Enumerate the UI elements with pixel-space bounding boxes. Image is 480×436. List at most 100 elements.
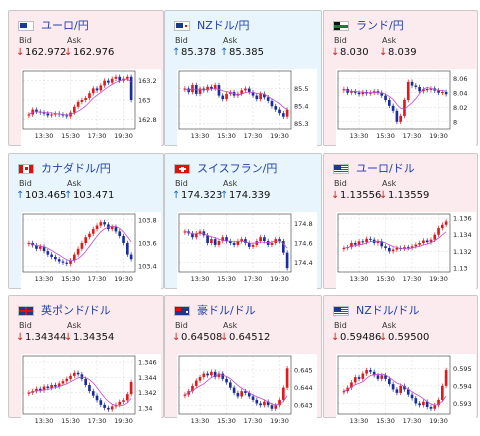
candle: [84, 95, 88, 103]
candle: [422, 399, 425, 408]
candle-body: [54, 113, 57, 115]
x-tick-label: 15:30: [376, 132, 395, 140]
candle-body: [217, 373, 221, 378]
candle: [395, 245, 399, 252]
x-tick-label: 19:30: [114, 275, 133, 283]
candle: [61, 259, 65, 266]
rate-card[interactable]: 英ポンド/ドル Bid Ask ↓1.34344 ↓1.34354 1.346 1.344 1…: [8, 295, 164, 436]
pair-title[interactable]: 豪ドル/ドル: [197, 304, 256, 317]
price-chart[interactable]: 0.595 0.594 0.593 13:30 15:30 17:30 19:30: [336, 354, 476, 436]
candle: [403, 244, 406, 252]
rate-card[interactable]: NZドル/ドル Bid Ask ↓0.59486 ↓0.59500 0.595 0.594 0…: [323, 295, 478, 436]
x-tick-label: 13:30: [350, 417, 369, 425]
candle: [418, 401, 421, 408]
candle-body: [35, 388, 38, 392]
price-chart[interactable]: 85.5 85.4 85.3 13:30 15:30 17:30 19:30: [177, 69, 317, 151]
candle-body: [361, 241, 365, 243]
candle-body: [274, 106, 278, 110]
chart-bg: [336, 69, 476, 151]
candle: [57, 256, 61, 264]
pair-title[interactable]: ユーロ/円: [41, 19, 89, 32]
candle-body: [403, 385, 406, 390]
rate-card[interactable]: スイスフラン/円 Bid Ask ↑174.323 ↑174.339 174.8 174.6…: [164, 153, 322, 294]
candle: [107, 222, 110, 232]
y-tick-label: 174.6: [294, 240, 313, 248]
candle: [357, 90, 361, 97]
pair-title[interactable]: ユーロ/ドル: [356, 162, 415, 175]
ask-label: Ask: [382, 321, 397, 330]
price-chart[interactable]: 0.645 0.644 0.643 13:30 15:30 17:30 19:30: [177, 354, 317, 436]
candle: [225, 234, 228, 244]
candle-body: [357, 92, 361, 95]
candle-body: [440, 224, 444, 229]
pair-title[interactable]: カナダドル/円: [41, 162, 111, 175]
candle: [103, 402, 106, 411]
chart-bg: [177, 69, 317, 151]
candle-body: [221, 373, 225, 379]
pair-title[interactable]: NZドル/円: [197, 19, 250, 32]
price-chart[interactable]: 1.346 1.344 1.342 1.34 13:30 15:30 17:30 19:30: [21, 354, 161, 436]
candle-body: [353, 377, 357, 383]
candle-body: [221, 95, 225, 100]
candle-body: [95, 88, 99, 91]
pair-title[interactable]: スイスフラン/円: [197, 162, 278, 175]
candle: [391, 103, 395, 114]
candle-body: [399, 385, 403, 393]
arrow-up-icon: ↑: [172, 47, 181, 58]
ask-label: Ask: [382, 36, 397, 45]
candle-body: [244, 239, 247, 243]
rate-card[interactable]: ユーロ/ドル Bid Ask ↓1.13556 ↓1.13559 1.136 1.134 1.…: [323, 153, 478, 294]
candle-body: [380, 375, 384, 379]
candle-body: [278, 239, 281, 242]
ask-price: ↓1.13559: [379, 190, 429, 201]
bid-price: ↓162.972: [16, 47, 66, 58]
rate-card[interactable]: カナダドル/円 Bid Ask ↑103.465 ↑103.471 103.8 103.6 1…: [8, 153, 164, 294]
bid-label: Bid: [334, 36, 347, 45]
arrow-down-icon: ↓: [16, 47, 25, 58]
candle: [422, 238, 425, 246]
candle: [125, 240, 129, 257]
price-chart[interactable]: 103.8 103.6 103.4 13:30 15:30 17:30 19:30: [21, 212, 161, 294]
candle: [274, 103, 278, 112]
au-flag-icon: [174, 306, 190, 316]
candle: [27, 390, 31, 397]
bid-price-value: 103.465: [25, 190, 67, 201]
y-tick-label: 1.344: [138, 374, 157, 382]
candle-body: [114, 226, 118, 232]
candle-body: [278, 109, 281, 114]
candle: [191, 383, 194, 394]
pair-title[interactable]: 英ポンド/ドル: [41, 304, 111, 317]
price-chart[interactable]: 163.2 163 162.8 13:30 15:30 17:30 19:30: [21, 69, 161, 151]
candle: [110, 224, 114, 232]
price-chart[interactable]: 174.8 174.6 174.4 13:30 15:30 17:30 19:30: [177, 212, 317, 294]
candle-body: [444, 370, 448, 386]
candle: [88, 90, 91, 101]
rate-card[interactable]: NZドル/円 Bid Ask ↑85.378 ↑85.385 85.5 85.4 85.3 13…: [164, 10, 322, 151]
rate-card[interactable]: 豪ドル/ドル Bid Ask ↓0.64508 ↓0.64512 0.645 0.644 0.…: [164, 295, 322, 436]
candle: [65, 376, 69, 384]
candle: [210, 84, 213, 91]
candle: [35, 107, 38, 114]
candle: [122, 233, 125, 246]
rate-card[interactable]: ランド/円 Bid Ask ↓8.030 ↓8.039 8.06 8.04 8.02 8 13:3…: [323, 10, 478, 151]
price-chart[interactable]: 1.136 1.134 1.132 1.13 13:30 15:30 17:30 19:30: [336, 212, 476, 294]
x-tick-label: 17:30: [403, 417, 422, 425]
price-chart[interactable]: 8.06 8.04 8.02 8 13:30 15:30 17:30 19:30: [336, 69, 476, 151]
candle: [80, 240, 84, 252]
candle-body: [350, 382, 353, 388]
moving-average-line: [28, 225, 132, 262]
rate-card[interactable]: ユーロ/円 Bid Ask ↓162.972 ↓162.976 163.2 163 162.8…: [8, 10, 164, 151]
candle: [425, 399, 429, 410]
candle-body: [236, 392, 240, 397]
y-tick-label: 85.5: [294, 85, 308, 93]
candle-body: [228, 382, 232, 388]
candle: [429, 237, 433, 245]
pair-title[interactable]: ランド/円: [356, 19, 404, 32]
candle-body: [183, 231, 187, 233]
candle: [206, 84, 209, 93]
pair-title[interactable]: NZドル/ドル: [356, 304, 420, 317]
candle: [42, 244, 46, 254]
candle: [406, 387, 410, 397]
ask-label: Ask: [67, 321, 82, 330]
candle-body: [84, 237, 88, 243]
